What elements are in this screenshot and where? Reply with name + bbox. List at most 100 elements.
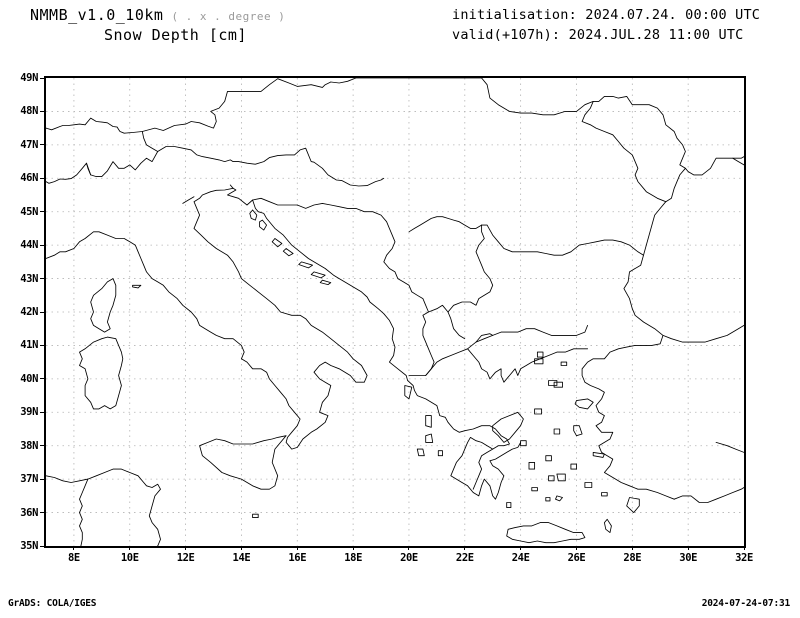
model-title: NMMB_v1.0_10km ( . x . degree ) <box>30 6 285 24</box>
coastline-segment <box>534 358 544 365</box>
valid-time: valid(+107h): 2024.JUL.28 11:00 UTC <box>452 27 744 43</box>
coastline-segment <box>282 248 294 257</box>
coastline-segment <box>603 518 612 534</box>
x-axis-tickmark <box>129 546 131 550</box>
y-axis-tick-label: 43N <box>20 272 38 285</box>
y-axis-tickmark <box>40 177 44 179</box>
coastline-segment <box>408 216 483 233</box>
coastline-segment <box>46 78 332 134</box>
coastline-segment <box>581 334 675 500</box>
x-axis-tick-label: 20E <box>400 552 418 564</box>
y-axis-tickmark <box>40 110 44 112</box>
y-axis-tickmark <box>40 545 44 547</box>
x-axis-tick-label: 24E <box>511 552 530 564</box>
y-axis-tick-label: 46N <box>20 172 38 185</box>
coastline-segment <box>506 502 512 509</box>
coastline-segment <box>560 361 568 366</box>
coastline-segment <box>404 385 413 400</box>
coastline-segment <box>548 380 558 386</box>
coastline-segment <box>548 475 555 482</box>
coastline-segment <box>310 271 326 279</box>
coastline-segment <box>447 224 494 340</box>
y-axis-tick-label: 36N <box>20 506 38 519</box>
chart-header: NMMB_v1.0_10km ( . x . degree ) Snow Dept… <box>0 0 800 46</box>
coastline-segment <box>330 78 483 84</box>
coastline-segment <box>296 202 435 376</box>
coastline-segment <box>545 455 552 462</box>
y-axis-tick-label: 37N <box>20 473 38 486</box>
coastline-segment <box>199 435 287 490</box>
y-axis-tickmark <box>40 344 44 346</box>
coastline-segment <box>416 448 425 457</box>
map-plot-area[interactable] <box>44 76 746 548</box>
coastline-segment <box>536 351 544 358</box>
x-axis-tick-label: 28E <box>623 552 642 564</box>
x-axis-tickmark <box>575 546 577 550</box>
coastline-segment <box>492 411 524 443</box>
coastline-segment <box>520 440 527 447</box>
chart-footer: GrADS: COLA/IGES 2024-07-24-07:31 <box>0 596 800 618</box>
coastline-segment <box>534 408 543 415</box>
coastline-segment <box>141 131 159 152</box>
coastline-segment <box>90 278 117 333</box>
initialisation-time: initialisation: 2024.07.24. 00:00 UTC <box>452 7 761 23</box>
coastline-segment <box>601 492 608 497</box>
x-axis-tick-label: 26E <box>567 552 586 564</box>
y-axis-tickmark <box>40 512 44 514</box>
variable-title: Snow Depth [cm] <box>104 26 247 44</box>
x-axis-tick-label: 30E <box>679 552 698 564</box>
coastline-segment <box>319 279 332 286</box>
coastline-segment <box>46 127 385 187</box>
coastline-segment <box>475 333 494 343</box>
y-axis-tickmark <box>40 445 44 447</box>
coastline-segment <box>46 468 161 546</box>
coastline-segment <box>252 513 259 519</box>
x-axis-tickmark <box>296 546 298 550</box>
coastline-segment <box>732 157 744 166</box>
coastline-segment <box>132 284 142 289</box>
y-axis-tickmark <box>40 244 44 246</box>
x-axis-tickmark <box>520 546 522 550</box>
coastline-segment <box>528 461 536 470</box>
x-axis-tickmark <box>185 546 187 550</box>
x-axis-tick-label: 18E <box>344 552 362 564</box>
y-axis-tickmark <box>40 144 44 146</box>
coastline-segment <box>592 451 605 458</box>
coastline-segment <box>574 398 594 410</box>
x-axis-tickmark <box>352 546 354 550</box>
coastline-segment <box>252 197 298 206</box>
coastline-segment <box>408 324 589 376</box>
y-axis-tick-label: 41N <box>20 339 38 352</box>
coastline-segment <box>249 209 258 221</box>
map-gridlines <box>46 78 744 546</box>
x-axis-tick-label: 22E <box>455 552 474 564</box>
y-axis-tick-label: 47N <box>20 138 38 151</box>
coastline-segment <box>581 100 667 203</box>
model-resolution: ( . x . degree ) <box>171 10 286 23</box>
render-timestamp: 2024-07-24-07:31 <box>701 598 791 609</box>
x-axis-tickmark <box>240 546 242 550</box>
model-name: NMMB_v1.0_10km <box>30 6 164 24</box>
x-axis-tickmark <box>631 546 633 550</box>
coastline-segment <box>531 487 538 492</box>
y-axis-tick-label: 40N <box>20 372 38 385</box>
coastline-segment <box>428 304 449 313</box>
y-axis-tick-label: 49N <box>20 72 38 84</box>
coastline-segment <box>545 497 551 502</box>
y-axis-tickmark <box>40 378 44 380</box>
coastline-segment <box>556 473 566 482</box>
x-axis-tick-label: 10E <box>120 552 139 564</box>
y-axis-tick-label: 45N <box>20 205 38 218</box>
x-axis-tick-label: 12E <box>176 552 195 564</box>
y-axis-tick-label: 38N <box>20 439 38 452</box>
coastline-segment <box>553 381 563 388</box>
y-axis-tickmark <box>40 411 44 413</box>
coastline-segment <box>467 348 589 383</box>
coastline-segment <box>555 495 563 502</box>
coastline-segment <box>481 224 644 256</box>
y-axis-tickmark <box>40 211 44 213</box>
y-axis-tickmark <box>40 478 44 480</box>
coastline-segment <box>570 463 577 470</box>
map-svg <box>46 78 744 546</box>
x-axis-tick-label: 16E <box>288 552 307 564</box>
